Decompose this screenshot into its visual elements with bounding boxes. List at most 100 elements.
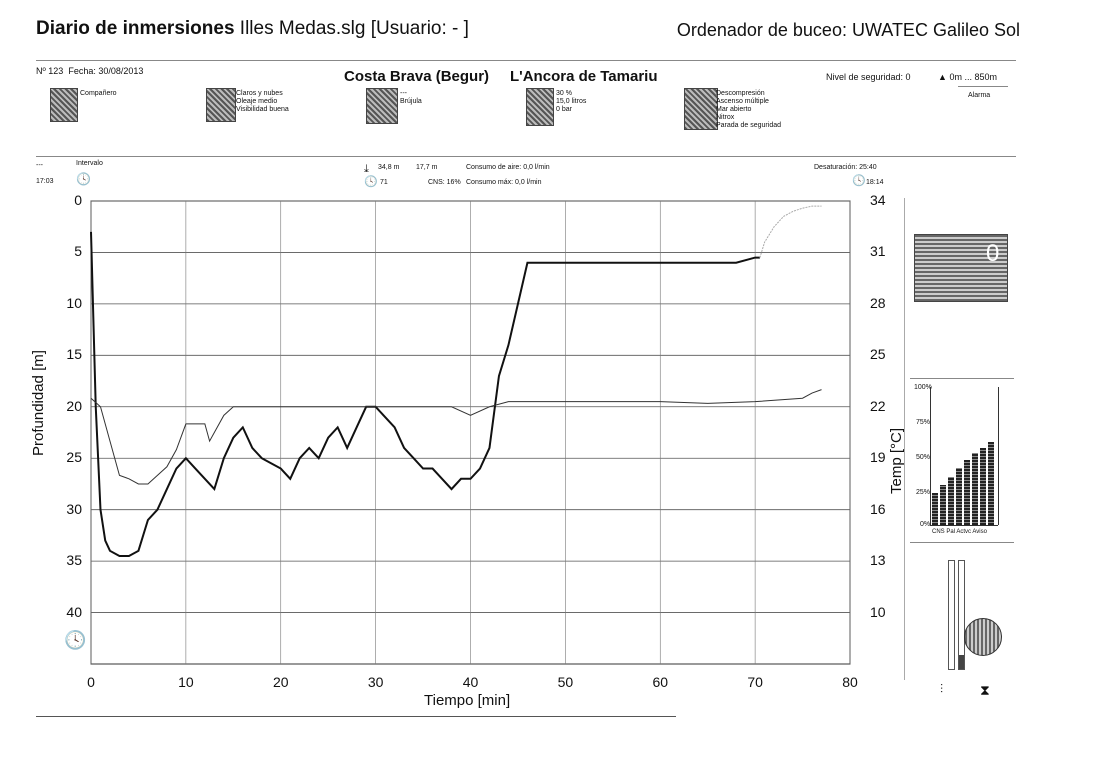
max-depth: 34,8 m [378,164,400,171]
cns-value: CNS: 16% [428,179,461,186]
alarm-divider [958,86,1008,87]
y2-tick-label: 28 [870,294,886,311]
exit-clock-icon: 🕓 [852,175,866,187]
side-counter: 0 [986,240,1000,267]
conditions-list: Claros y nubes Oleaje medio Visibilidad bu… [236,90,289,113]
dive-number: Nº 123 Fecha: 30/08/2013 [36,66,144,76]
altitude-range: ▲ 0m ... 850m [938,72,997,82]
y-tick-label: 30 [66,500,82,517]
y-axis-label: Profundidad [m] [30,350,47,456]
y2-tick-label: 19 [870,449,886,466]
side-counter-panel [914,234,1008,302]
y-tick-label: 40 [66,603,82,620]
duration-clock-icon: 🕓 [364,176,378,188]
x-tick-label: 50 [557,674,574,690]
gauge-bar-left [948,560,955,670]
chart-lines [90,205,822,557]
side-bar [972,453,978,525]
y-tick-label: 15 [66,346,82,363]
y-tick-label: 35 [66,552,82,569]
temperature-line [90,389,822,485]
tank-icon [526,88,554,126]
partner-label: Compañero [80,90,117,97]
max-depth-icon: ⤓ [364,163,369,175]
x-tick-label: 40 [462,674,479,690]
bar-right-line [998,387,999,525]
header-divider [36,60,1016,61]
y-tick-label: 20 [66,397,82,414]
bar-axis-50: 50% [916,454,931,461]
weather-icon [206,88,236,122]
compass-icon [366,88,398,124]
x-tick-label: 20 [272,674,289,690]
surface-interval-line [759,205,822,258]
y2-tick-label: 13 [870,552,886,569]
interval-clock-icon: 🕓 [76,172,91,186]
stats-divider [36,156,1016,157]
y2-tick-label: 25 [870,346,886,363]
dive-computer-label: Ordenador de buceo: UWATEC Galileo Sol [676,20,1020,40]
alarm-label: Alarma [968,92,991,99]
depth-profile-line [90,231,760,557]
side-bar [932,493,938,525]
x-tick-label: 10 [178,674,194,690]
side-bar [988,442,994,525]
interval-label: Intervalo [76,160,103,167]
mountain-icon: ▲ [938,72,947,82]
bar-labels: CNS Pal Actvc Aviso [932,529,987,535]
side-bar [940,484,946,525]
compass-info: --- Brújula [400,90,422,105]
bar-axis-0: 0% [920,521,931,528]
y2-tick-label: 31 [870,243,886,260]
chart-clock-icon: 🕓 [64,630,87,650]
exit-time: 18:14 [866,179,884,186]
avg-depth: 17,7 m [416,164,438,171]
bar-axis-line [930,387,931,525]
x-axis-label: Tiempo [min] [424,692,511,709]
dive-type-icon [684,88,718,130]
side-divider [904,198,905,680]
y-tick-label: 10 [66,294,82,311]
site-region: Costa Brava (Begur) [344,68,490,85]
dive-type-list: Descompresión Ascenso múltiple Mar abierto… [716,90,781,129]
partner-photo [50,88,78,122]
y-tick-label: 25 [66,449,82,466]
safety-level: Nivel de seguridad: 0 [826,72,911,82]
y2-tick-label: 10 [870,603,886,620]
x-tick-label: 60 [652,674,669,690]
bar-base-line [930,525,998,526]
bar-axis-75: 75% [916,419,931,426]
site-name: L'Ancora de Tamariu [510,68,658,85]
footer-divider [36,716,676,717]
y2-axis-label: Temp [°C] [888,427,905,494]
y2-tick-label: 22 [870,397,886,414]
side-bar [964,460,970,525]
compass-dial-icon [964,618,1002,656]
x-tick-label: 80 [842,674,858,690]
x-tick-label: 30 [367,674,384,690]
side-bar [948,476,954,525]
bar-panel-top-line [910,378,1014,379]
side-bar [956,468,962,525]
chart-grid [90,200,851,665]
duration: 71 [380,179,388,186]
tank-info: 30 % 15,0 litros 0 bar [556,90,587,113]
x-tick-label: 70 [747,674,763,690]
max-consumption: Consumo máx: 0,0 l/min [466,179,542,186]
side-bar [980,447,986,525]
air-consumption: Consumo de aire: 0,0 l/min [466,164,550,171]
fin-icon: ⧗ [980,682,990,698]
x-tick-label: 0 [87,674,95,690]
gauge-bar-right [958,560,965,670]
bar-axis-25: 25% [916,489,931,496]
gauge-panel-top-line [910,542,1014,543]
log-title: Diario de inmersiones Illes Medas.slg [U… [36,18,469,39]
y-tick-label: 5 [74,243,82,260]
entry-time: 17:03 [36,178,54,185]
y2-tick-label: 34 [870,192,886,208]
y2-tick-label: 16 [870,500,886,517]
y-tick-label: 0 [74,192,82,208]
diver-icon: ⫶ [940,682,944,696]
desaturation: Desaturación: 25:40 [814,164,877,171]
